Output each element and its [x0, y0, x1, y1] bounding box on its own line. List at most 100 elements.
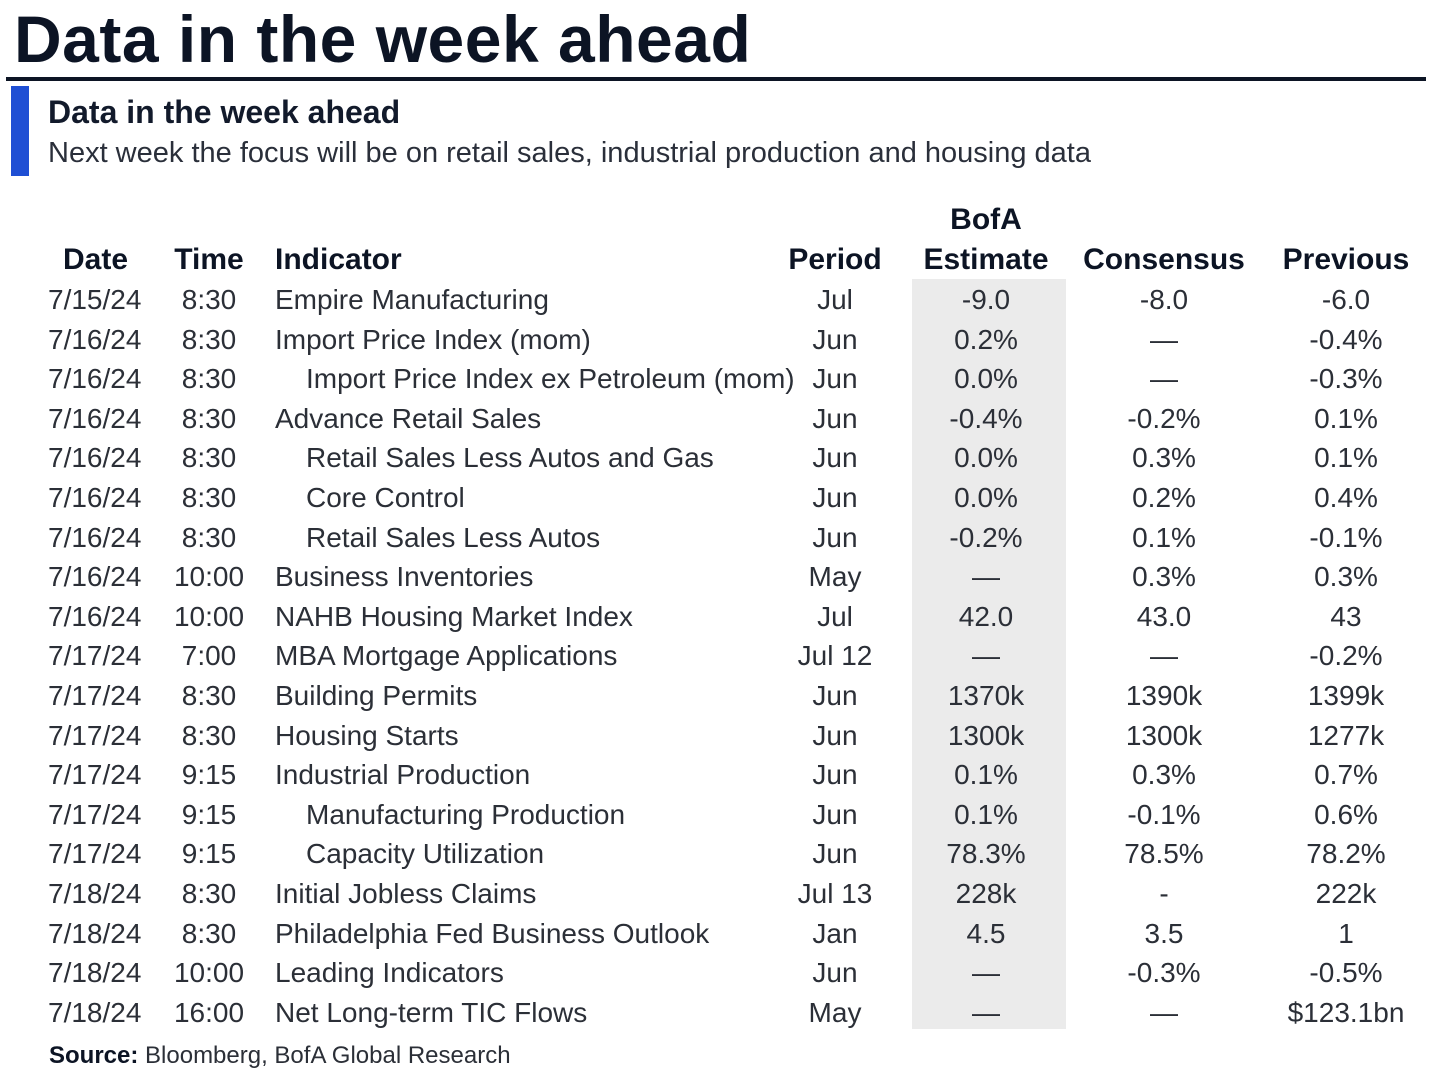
cell-date: 7/16/24 [48, 600, 142, 632]
cell-previous: 0.4% [1314, 482, 1378, 513]
cell-period: Jun [812, 402, 858, 434]
cell-time: 10:00 [173, 561, 245, 593]
cell-time: 8:30 [181, 917, 237, 949]
cell-consensus: 3.5 [1144, 917, 1184, 949]
cell-time: 16:00 [173, 996, 245, 1028]
title-divider [6, 77, 1426, 81]
table-row: 7/17/24 9:15 Capacity Utilization Jun 78.3% 7… [0, 834, 1434, 874]
cell-date: 7/17/24 [48, 680, 142, 711]
table-row: 7/17/24 8:30 Building Permits Jun 1370k 1390k… [0, 676, 1434, 716]
cell-previous: -0.3% [1309, 363, 1383, 395]
cell-previous: 0.3% [1314, 561, 1378, 593]
source-label: Source: [49, 1042, 139, 1069]
cell-consensus: -0.1% [1127, 798, 1201, 830]
cell-previous: -0.4% [1309, 323, 1383, 355]
cell-consensus: — [1150, 996, 1178, 1028]
cell-time: 8:30 [181, 442, 237, 474]
table-row: 7/18/24 8:30 Initial Jobless Claims Jul 13 2… [0, 874, 1434, 914]
cell-consensus: — [1150, 640, 1178, 672]
cell-time: 9:15 [181, 798, 237, 830]
cell-previous: 1 [1338, 917, 1354, 949]
table-row: 7/15/24 8:30 Empire Manufacturing Jul -9.0 -8… [0, 280, 1434, 320]
cell-indicator: Retail Sales Less Autos [306, 521, 601, 553]
cell-estimate: 78.3% [946, 838, 1026, 870]
table-row: 7/17/24 7:00 MBA Mortgage Applications Jul … [0, 636, 1434, 676]
cell-estimate: 0.1% [954, 759, 1018, 791]
cell-estimate: — [972, 957, 1000, 989]
cell-estimate: 1300k [947, 719, 1025, 751]
cell-period: Jun [812, 798, 858, 830]
cell-previous: $123.1bn [1287, 996, 1405, 1028]
table-row: 7/17/24 8:30 Housing Starts Jun 1300k 1300k 12… [0, 716, 1434, 756]
cell-previous: -0.2% [1309, 640, 1383, 672]
cell-time: 8:30 [181, 284, 237, 315]
cell-time: 10:00 [173, 600, 245, 632]
table-row: 7/16/24 8:30 Import Price Index (mom) Jun 0.… [0, 320, 1434, 360]
cell-consensus: -0.2% [1127, 402, 1201, 434]
cell-estimate: 0.0% [954, 482, 1018, 513]
cell-indicator: Capacity Utilization [306, 838, 545, 870]
cell-time: 8:30 [181, 363, 237, 395]
table-row: 7/18/24 16:00 Net Long-term TIC Flows May — —… [0, 993, 1434, 1033]
cell-period: Jul 13 [797, 878, 873, 909]
cell-date: 7/18/24 [48, 957, 142, 989]
cell-previous: -6.0 [1321, 284, 1371, 315]
cell-previous: 0.1% [1314, 442, 1378, 474]
header-indicator: Indicator [275, 243, 402, 276]
cell-date: 7/16/24 [48, 323, 142, 355]
cell-indicator: Net Long-term TIC Flows [275, 996, 588, 1028]
table-row: 7/18/24 10:00 Leading Indicators Jun — -0.3% -… [0, 953, 1434, 993]
exhibit-description: Next week the focus will be on retail sa… [48, 137, 1091, 169]
cell-consensus: 0.3% [1132, 561, 1196, 593]
page-title: Data in the week ahead [14, 2, 752, 76]
cell-estimate: — [972, 640, 1000, 672]
cell-time: 9:15 [181, 838, 237, 870]
cell-estimate: 0.1% [954, 798, 1018, 830]
cell-previous: -0.5% [1309, 957, 1383, 989]
accent-bar [11, 86, 29, 176]
cell-period: May [808, 561, 862, 593]
cell-date: 7/17/24 [48, 838, 142, 870]
cell-previous: 0.1% [1314, 402, 1378, 434]
cell-indicator: Building Permits [275, 680, 478, 711]
cell-previous: 222k [1315, 878, 1377, 909]
cell-indicator: Philadelphia Fed Business Outlook [275, 917, 710, 949]
cell-period: Jun [812, 323, 858, 355]
estimate-column-shading [912, 279, 1066, 1029]
table-row: 7/16/24 10:00 Business Inventories May — 0.3%… [0, 557, 1434, 597]
cell-period: Jul [817, 284, 853, 315]
cell-indicator: Empire Manufacturing [275, 284, 549, 315]
cell-estimate: -0.2% [949, 521, 1023, 553]
table-row: 7/18/24 8:30 Philadelphia Fed Business Out… [0, 914, 1434, 954]
cell-estimate: -9.0 [961, 284, 1011, 315]
cell-estimate: 0.2% [954, 323, 1018, 355]
cell-date: 7/18/24 [48, 878, 142, 909]
cell-time: 8:30 [181, 323, 237, 355]
cell-indicator: Retail Sales Less Autos and Gas [306, 442, 714, 474]
cell-indicator: Business Inventories [275, 561, 534, 593]
source-note: Source: Bloomberg, BofA Global Research [49, 1042, 511, 1070]
cell-previous: 0.6% [1314, 798, 1378, 830]
cell-indicator: Import Price Index ex Petroleum (mom) [306, 363, 795, 395]
table-row: 7/16/24 8:30 Import Price Index ex Petrole… [0, 359, 1434, 399]
cell-time: 8:30 [181, 878, 237, 909]
cell-date: 7/18/24 [48, 996, 142, 1028]
cell-estimate: 0.0% [954, 442, 1018, 474]
cell-previous: 1399k [1307, 680, 1385, 711]
cell-period: Jun [812, 759, 858, 791]
cell-consensus: 43.0 [1136, 600, 1192, 632]
cell-consensus: — [1150, 323, 1178, 355]
cell-time: 8:30 [181, 482, 237, 513]
cell-consensus: 0.2% [1132, 482, 1196, 513]
exhibit-title: Data in the week ahead [48, 94, 401, 130]
header-estimate-line1: BofA [950, 203, 1022, 236]
cell-period: Jun [812, 719, 858, 751]
cell-previous: -0.1% [1309, 521, 1383, 553]
cell-estimate: 1370k [947, 680, 1025, 711]
cell-indicator: Import Price Index (mom) [275, 323, 591, 355]
cell-previous: 0.7% [1314, 759, 1378, 791]
table-row: 7/16/24 8:30 Retail Sales Less Autos Jun -0.… [0, 518, 1434, 558]
cell-consensus: - [1159, 878, 1169, 909]
table-row: 7/17/24 9:15 Industrial Production Jun 0.1% 0… [0, 755, 1434, 795]
cell-period: Jun [812, 957, 858, 989]
